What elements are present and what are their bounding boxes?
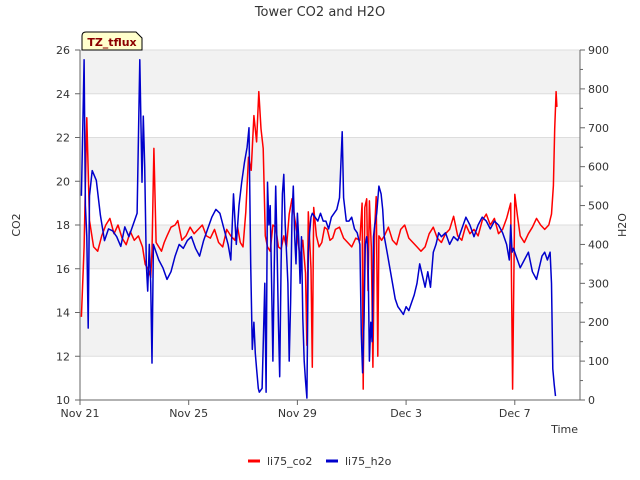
left-tick-label: 10: [56, 394, 70, 407]
background-band: [80, 312, 580, 357]
legend: li75_co2 li75_h2o: [248, 455, 392, 468]
left-tick-label: 16: [56, 263, 70, 276]
legend-item-h2o: li75_h2o: [326, 455, 392, 468]
right-tick-label: 0: [588, 394, 595, 407]
x-tick-label: Nov 21: [61, 407, 100, 420]
right-tick-label: 600: [588, 161, 609, 174]
legend-label-co2: li75_co2: [267, 455, 312, 468]
right-tick-label: 800: [588, 83, 609, 96]
left-tick-label: 24: [56, 88, 70, 101]
right-tick-label: 400: [588, 238, 609, 251]
legend-item-co2: li75_co2: [248, 455, 312, 468]
x-tick-label: Nov 29: [278, 407, 317, 420]
background-bands: [80, 50, 580, 400]
background-band: [80, 268, 580, 313]
left-tick-label: 20: [56, 175, 70, 188]
legend-label-h2o: li75_h2o: [345, 455, 392, 468]
right-tick-label: 200: [588, 316, 609, 329]
background-band: [80, 93, 580, 138]
background-band: [80, 137, 580, 182]
series-line-li75_co2: [80, 90, 558, 390]
x-tick-label: Dec 3: [390, 407, 422, 420]
left-tick-label: 12: [56, 350, 70, 363]
right-tick-label: 900: [588, 44, 609, 57]
right-tick-label: 100: [588, 355, 609, 368]
x-axis-ticks: Nov 21 Nov 25 Nov 29 Dec 3 Dec 7: [61, 400, 531, 420]
x-axis-label: Time: [550, 423, 578, 436]
tz-tflux-badge: TZ_tflux: [81, 31, 143, 51]
chart-title: Tower CO2 and H2O: [254, 5, 385, 20]
background-band: [80, 50, 580, 94]
left-axis-ticks: 10 12 14 16 18 20 22 24 26: [56, 44, 80, 407]
left-tick-label: 26: [56, 44, 70, 57]
background-band: [80, 181, 580, 225]
badge-label: TZ_tflux: [87, 36, 136, 49]
background-band: [80, 356, 580, 400]
right-tick-label: 300: [588, 277, 609, 290]
left-tick-label: 14: [56, 307, 70, 320]
x-tick-label: Dec 7: [499, 407, 531, 420]
badge-background: [81, 31, 143, 51]
right-axis-ticks: 0 100 200 300 400 500 600 700 800 900: [580, 44, 609, 407]
x-tick-label: Nov 25: [169, 407, 208, 420]
right-tick-label: 500: [588, 200, 609, 213]
y-right-axis-label: H2O: [616, 213, 629, 237]
series-layer: [80, 58, 558, 399]
y-left-axis-label: CO2: [10, 213, 23, 236]
left-tick-label: 18: [56, 219, 70, 232]
left-tick-label: 22: [56, 132, 70, 145]
right-tick-label: 700: [588, 122, 609, 135]
series-line-li75_h2o: [80, 58, 557, 399]
